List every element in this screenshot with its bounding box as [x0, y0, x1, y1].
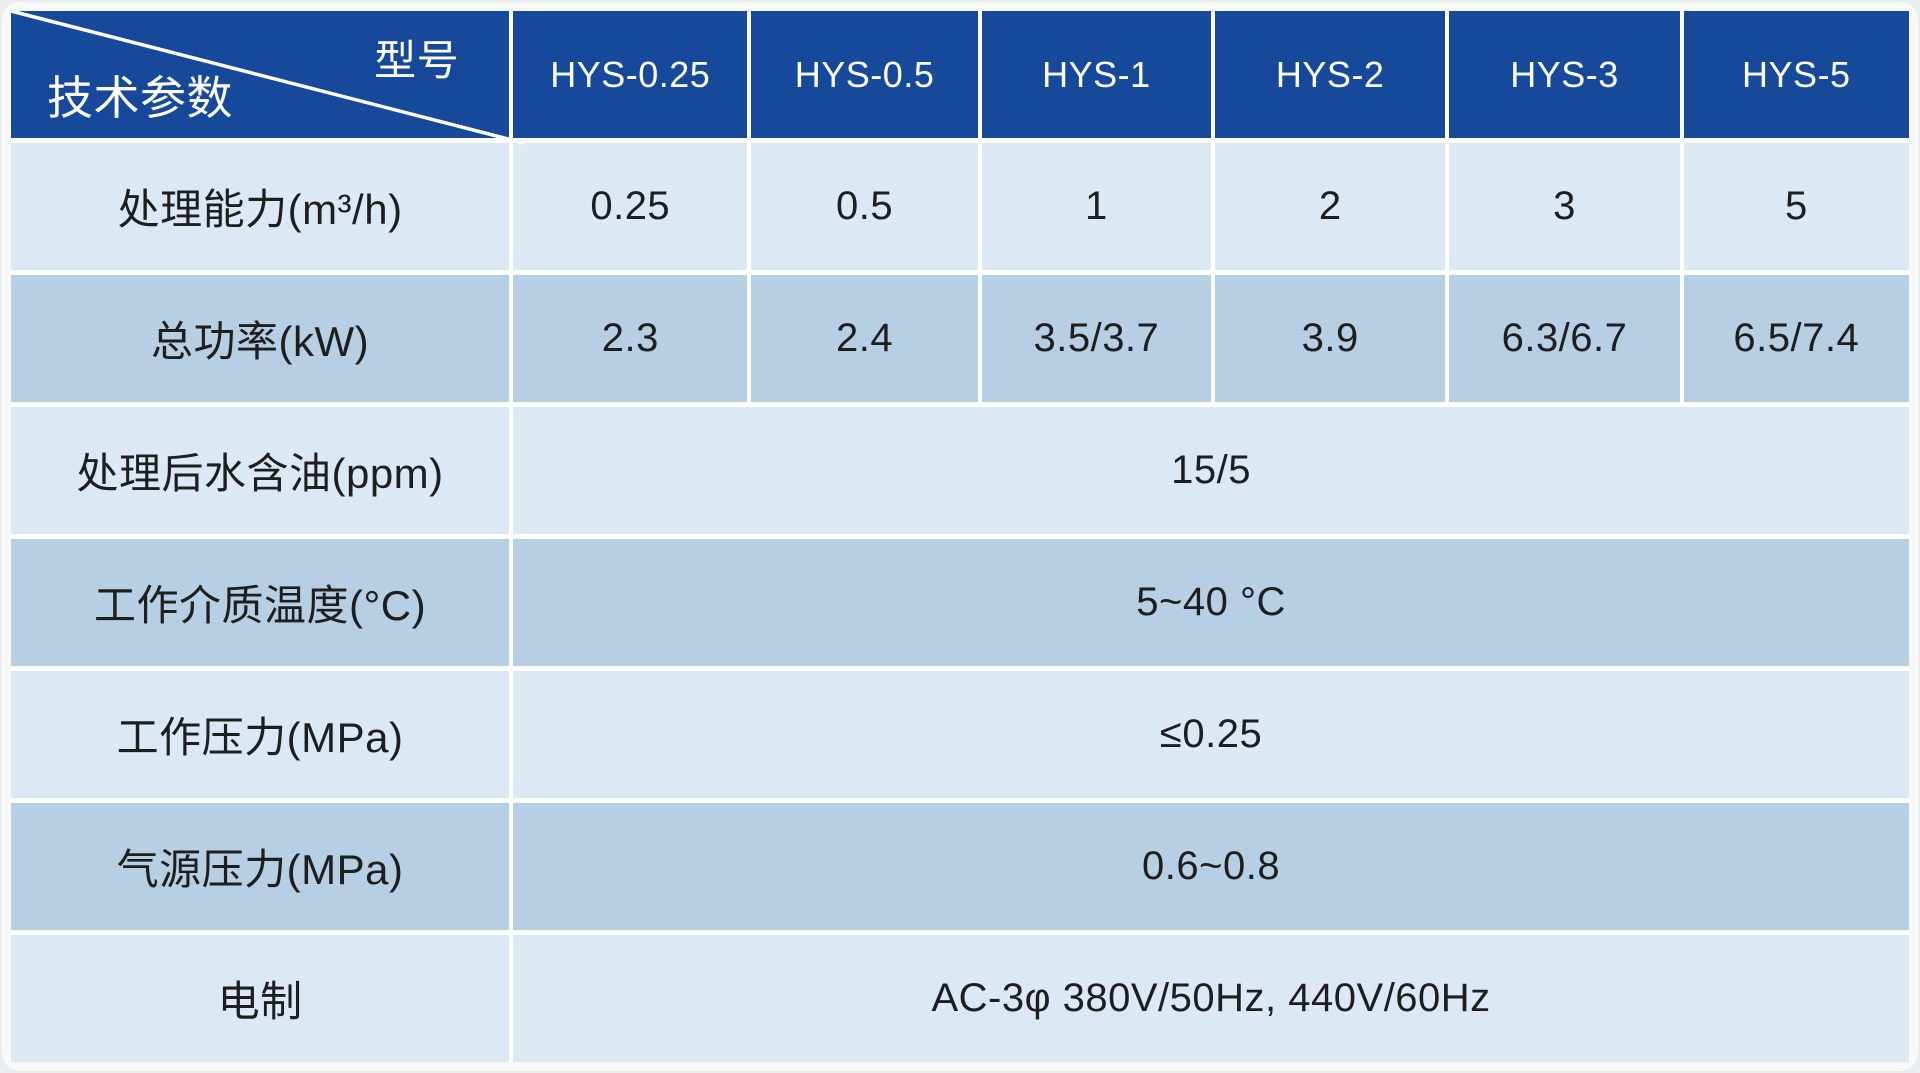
electrical-system-merged-value: AC-3φ 380V/50Hz, 440V/60Hz	[513, 935, 1909, 1062]
row-label-oil-content: 处理后水含油(ppm)	[11, 407, 510, 534]
model-header-hys-5: HYS-3	[1449, 11, 1680, 138]
row-label-air-pressure: 气源压力(MPa)	[11, 803, 510, 930]
corner-header-cell: 型号 技术参数	[11, 11, 509, 138]
model-header-hys-1: HYS-1	[981, 11, 1212, 138]
row-label-working-pressure: 工作压力(MPa)	[11, 671, 510, 798]
capacity-value: 3	[1449, 143, 1680, 270]
capacity-value: 0.5	[751, 143, 978, 270]
spec-table: 型号 技术参数 HYS-0.25 HYS-0.5 HYS-1 HYS-2 HYS…	[11, 11, 1909, 1062]
row-label-medium-temperature: 工作介质温度(°C)	[11, 539, 510, 666]
air-pressure-merged-value: 0.6~0.8	[513, 803, 1909, 930]
working-pressure-merged-value: ≤0.25	[513, 671, 1909, 798]
corner-label-parameters: 技术参数	[47, 72, 233, 124]
oil-content-merged-value: 15/5	[513, 407, 1909, 534]
diagonal-divider-line	[11, 11, 509, 138]
total-power-value: 6.3/6.7	[1449, 275, 1680, 402]
corner-label-model: 型号	[374, 37, 460, 84]
capacity-value: 5	[1683, 143, 1909, 270]
capacity-value: 0.25	[513, 143, 748, 270]
row-label-electrical-system: 电制	[11, 935, 510, 1062]
total-power-value: 2.3	[513, 275, 748, 402]
total-power-value: 3.5/3.7	[981, 275, 1212, 402]
total-power-value: 3.9	[1215, 275, 1446, 402]
model-header-hys-2: HYS-2	[1215, 11, 1446, 138]
row-label-total-power: 总功率(kW)	[11, 275, 510, 402]
total-power-value: 2.4	[751, 275, 978, 402]
model-header-hys-0-5: HYS-0.5	[751, 11, 978, 138]
model-header-hys-0-25: HYS-0.25	[513, 11, 748, 138]
medium-temperature-merged-value: 5~40 °C	[513, 539, 1909, 666]
capacity-value: 2	[1215, 143, 1446, 270]
capacity-value: 1	[981, 143, 1212, 270]
row-label-capacity: 处理能力(m³/h)	[11, 143, 510, 270]
model-header-hys-5: HYS-5	[1683, 11, 1909, 138]
total-power-value: 6.5/7.4	[1683, 275, 1909, 402]
